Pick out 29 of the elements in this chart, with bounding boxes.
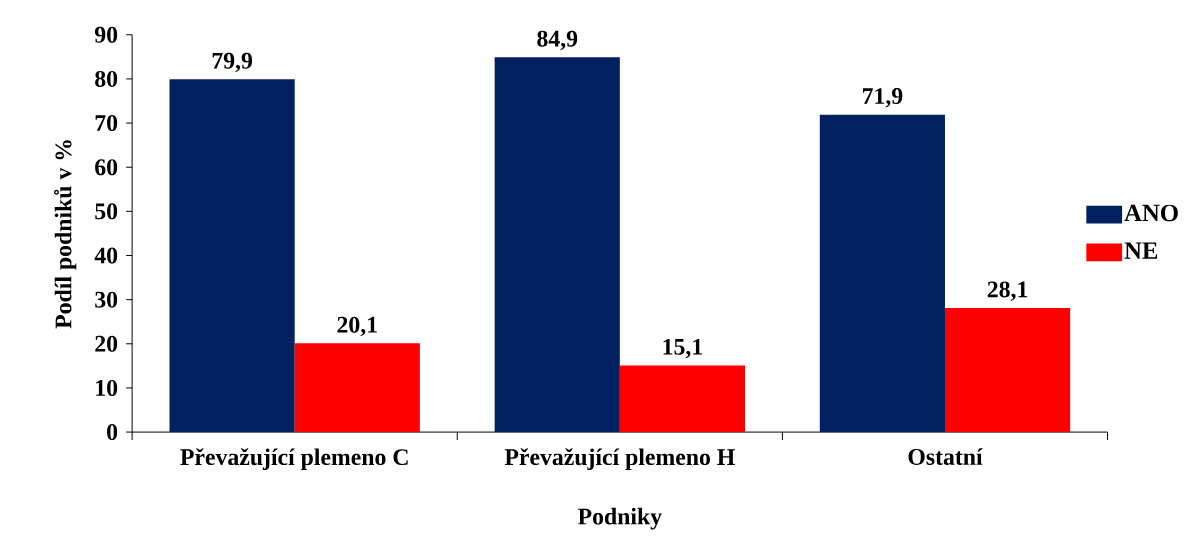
data-label: 71,9 [862,87,903,108]
x-tick-label: Převažující plemeno H [504,447,735,470]
data-label: 20,1 [337,316,377,337]
bar [294,343,420,432]
y-tick-label: 50 [95,203,118,220]
y-tick-label: 90 [94,26,118,43]
y-tick-label: 0 [107,423,118,440]
bar [944,307,1071,432]
y-tick-label: 60 [95,159,118,176]
x-axis-title: Podniky [578,507,662,530]
bar [619,365,746,432]
bar [819,114,945,432]
bar [494,57,620,432]
y-tick-label: 10 [96,379,118,396]
y-axis-title: Podíl podniků v % [54,140,77,329]
y-tick-label: 80 [95,70,118,87]
legend-label: NE [1124,242,1158,259]
data-label: 79,9 [212,52,253,73]
y-tick-label: 30 [95,291,118,308]
y-tick-label: 70 [95,114,118,131]
y-tick-label: 20 [95,335,118,352]
data-label: 84,9 [537,30,578,50]
data-label: 28,1 [987,281,1028,301]
x-tick-label: Ostatní [908,447,983,465]
x-tick-label: Převažující plemeno C [180,447,408,470]
data-label: 15,1 [663,338,702,359]
legend-label: ANO [1124,204,1178,222]
bar [169,79,295,432]
y-tick-label: 40 [94,247,118,264]
